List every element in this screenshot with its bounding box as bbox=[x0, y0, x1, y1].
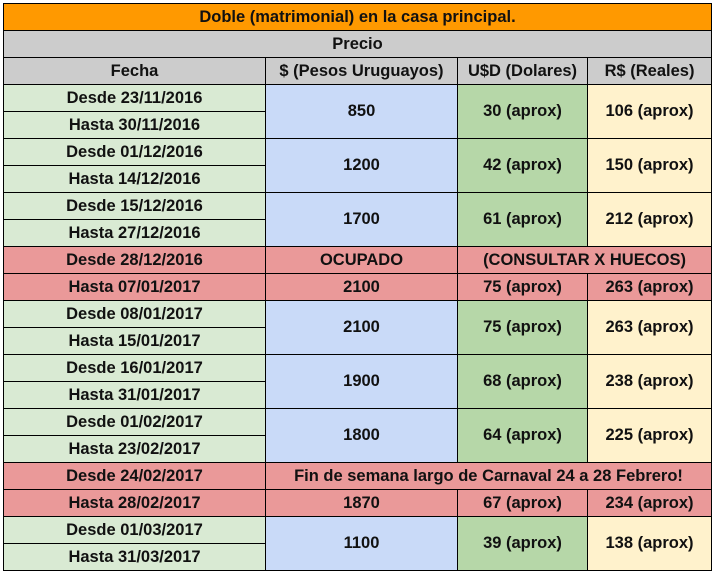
table-row: Desde 15/12/2016 1700 61 (aprox) 212 (aprox… bbox=[3, 192, 713, 247]
header-pesos: $ (Pesos Uruguayos) bbox=[265, 57, 458, 85]
table-row: Desde 08/01/2017 2100 75 (aprox) 263 (aprox… bbox=[3, 300, 713, 355]
status-note: (CONSULTAR X HUECOS) bbox=[456, 246, 713, 274]
date-from: Desde 23/11/2016 bbox=[3, 84, 266, 112]
price-usd: 30 (aprox) bbox=[457, 84, 588, 139]
price-brl: 106 (aprox) bbox=[586, 84, 713, 139]
table-row: Hasta 15/01/2017 bbox=[3, 327, 712, 355]
price-brl: 234 (aprox) bbox=[586, 489, 713, 517]
date-to: Hasta 23/02/2017 bbox=[3, 435, 266, 463]
table-row: Desde 28/12/2016 OCUPADO (CONSULTAR X HUEC… bbox=[3, 246, 713, 274]
date-from: Desde 01/03/2017 bbox=[3, 516, 266, 544]
price-pesos: 850 bbox=[265, 84, 458, 139]
price-brl: 225 (aprox) bbox=[586, 408, 713, 463]
price-pesos: 1200 bbox=[265, 138, 458, 193]
header-fecha: Fecha bbox=[3, 57, 266, 85]
date-from: Desde 08/01/2017 bbox=[3, 300, 266, 328]
price-brl: 238 (aprox) bbox=[586, 354, 713, 409]
date-from: Desde 15/12/2016 bbox=[3, 192, 266, 220]
precio-header: Precio bbox=[2, 30, 713, 58]
table-row: Desde 01/03/2017 1100 39 (aprox) 138 (aprox… bbox=[3, 516, 713, 571]
price-brl: 263 (aprox) bbox=[586, 273, 713, 301]
price-usd: 75 (aprox) bbox=[457, 300, 588, 355]
price-usd: 42 (aprox) bbox=[457, 138, 588, 193]
table-row: Hasta 30/11/2016 bbox=[3, 111, 712, 139]
price-usd: 75 (aprox) bbox=[457, 273, 588, 301]
date-to: Hasta 27/12/2016 bbox=[3, 219, 266, 247]
table-row: Desde 16/01/2017 1900 68 (aprox) 238 (aprox… bbox=[3, 354, 713, 409]
table-row: Hasta 23/02/2017 bbox=[3, 435, 712, 463]
date-to: Hasta 07/01/2017 bbox=[3, 273, 266, 301]
price-pesos: 1700 bbox=[265, 192, 458, 247]
table-row: Desde 23/11/2016 850 30 (aprox) 106 (aprox) bbox=[3, 84, 713, 139]
table-title: Doble (matrimonial) en la casa principal… bbox=[2, 3, 713, 31]
date-to: Hasta 15/01/2017 bbox=[3, 327, 266, 355]
price-brl: 212 (aprox) bbox=[586, 192, 713, 247]
price-pesos: 2100 bbox=[265, 300, 458, 355]
table-row: Hasta 07/01/2017 2100 75 (aprox) 263 (aprox… bbox=[3, 273, 713, 301]
header-usd: U$D (Dolares) bbox=[457, 57, 588, 85]
table-row: Hasta 31/03/2017 bbox=[3, 543, 712, 571]
price-pesos: 2100 bbox=[265, 273, 458, 301]
price-usd: 64 (aprox) bbox=[457, 408, 588, 463]
price-pesos: 1870 bbox=[265, 489, 458, 517]
date-to: Hasta 31/01/2017 bbox=[3, 381, 266, 409]
price-brl: 150 (aprox) bbox=[586, 138, 713, 193]
date-to: Hasta 31/03/2017 bbox=[3, 543, 266, 571]
date-from: Desde 01/02/2017 bbox=[3, 408, 266, 436]
table-row: Desde 01/12/2016 1200 42 (aprox) 150 (aprox… bbox=[3, 138, 713, 193]
price-usd: 68 (aprox) bbox=[457, 354, 588, 409]
date-from: Desde 28/12/2016 bbox=[3, 246, 266, 274]
table-row: Hasta 28/02/2017 1870 67 (aprox) 234 (aprox… bbox=[3, 489, 713, 517]
date-to: Hasta 14/12/2016 bbox=[3, 165, 266, 193]
price-usd: 61 (aprox) bbox=[457, 192, 588, 247]
price-pesos: 1800 bbox=[265, 408, 458, 463]
price-brl: 263 (aprox) bbox=[586, 300, 713, 355]
table-row: Hasta 14/12/2016 bbox=[3, 165, 712, 193]
event-note: Fin de semana largo de Carnaval 24 a 28 … bbox=[264, 462, 713, 490]
price-brl: 138 (aprox) bbox=[586, 516, 713, 571]
date-to: Hasta 28/02/2017 bbox=[3, 489, 266, 517]
status-note: OCUPADO bbox=[265, 246, 458, 274]
price-table: Doble (matrimonial) en la casa principal… bbox=[2, 3, 713, 571]
table-row: Hasta 31/01/2017 bbox=[3, 381, 712, 409]
price-usd: 39 (aprox) bbox=[457, 516, 588, 571]
date-from: Desde 16/01/2017 bbox=[3, 354, 266, 382]
table-row: Desde 01/02/2017 1800 64 (aprox) 225 (aprox… bbox=[3, 408, 713, 463]
price-pesos: 1100 bbox=[265, 516, 458, 571]
date-from: Desde 24/02/2017 bbox=[3, 462, 266, 490]
date-to: Hasta 30/11/2016 bbox=[3, 111, 266, 139]
header-brl: R$ (Reales) bbox=[586, 57, 713, 85]
price-pesos: 1900 bbox=[265, 354, 458, 409]
table-row: Desde 24/02/2017 Fin de semana largo de C… bbox=[3, 462, 713, 490]
price-usd: 67 (aprox) bbox=[457, 489, 588, 517]
date-from: Desde 01/12/2016 bbox=[3, 138, 266, 166]
